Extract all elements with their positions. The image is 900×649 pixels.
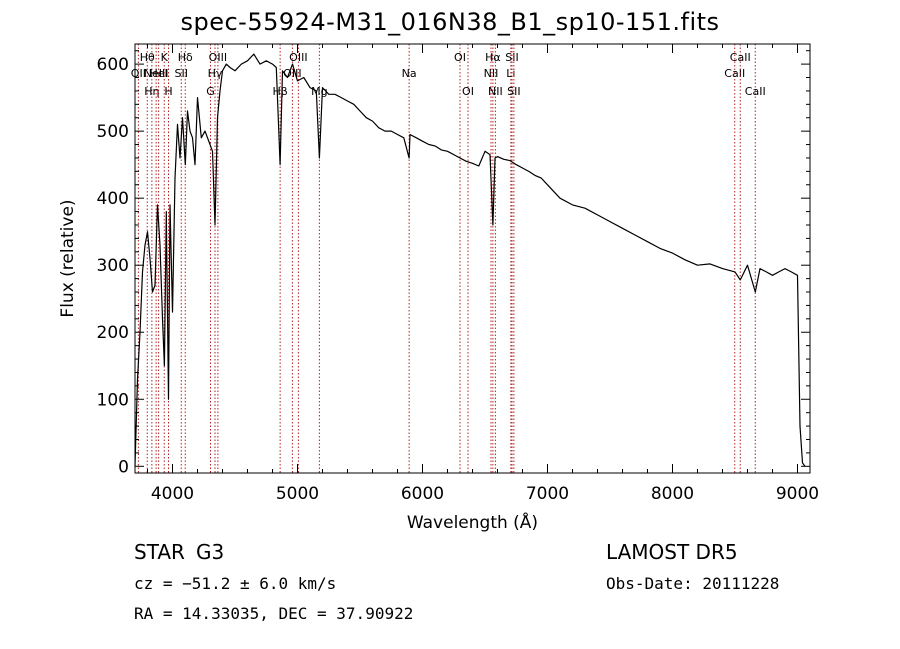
line-marker-label: SII — [505, 51, 518, 64]
line-marker-label: OIII — [289, 51, 307, 64]
x-axis-label: Wavelength (Å) — [407, 511, 538, 533]
redshift-velocity: cz = −51.2 ± 6.0 km/s — [134, 574, 337, 593]
line-marker-label: Na — [402, 67, 417, 80]
line-marker-label: OI — [454, 51, 466, 64]
line-marker-label: HeI — [149, 67, 167, 80]
y-tick-label: 300 — [97, 256, 129, 276]
y-tick-label: 600 — [97, 55, 129, 75]
line-marker-label: Hδ — [178, 51, 193, 64]
line-marker-label: NII — [484, 67, 499, 80]
object-subclass: G3 — [196, 540, 225, 564]
observation-date: Obs-Date: 20111228 — [606, 574, 780, 593]
line-marker-label: CaII — [730, 51, 751, 64]
spectrum-line — [134, 53, 806, 467]
survey-name: LAMOST DR5 — [606, 540, 738, 564]
y-tick-label: 0 — [118, 457, 129, 477]
line-marker-label: H — [164, 85, 172, 98]
x-tick-label: 7000 — [526, 484, 569, 504]
x-tick-label: 9000 — [776, 484, 819, 504]
y-tick-label: 200 — [97, 323, 129, 343]
x-tick-label: 6000 — [401, 484, 444, 504]
line-marker-label: CaII — [724, 67, 745, 80]
line-marker-label: Hθ — [140, 51, 155, 64]
object-class: STAR — [134, 540, 185, 564]
sky-coordinates: RA = 14.33035, DEC = 37.90922 — [134, 604, 414, 623]
line-marker-label: CaII — [745, 85, 766, 98]
line-marker-label: SII — [507, 85, 520, 98]
line-marker-label: OIII — [209, 51, 227, 64]
line-marker-label: Mg — [311, 85, 327, 98]
line-marker-label: Hη — [144, 85, 159, 98]
line-marker-label: NII — [488, 85, 503, 98]
x-tick-label: 8000 — [651, 484, 694, 504]
y-axis-label: Flux (relative) — [58, 199, 78, 317]
chart-title: spec-55924-M31_016N38_B1_sp10-151.fits — [180, 8, 720, 36]
line-marker-label: Hβ — [272, 85, 287, 98]
line-marker-label: OI — [462, 85, 474, 98]
y-tick-label: 500 — [97, 122, 129, 142]
line-marker-label: Hα — [485, 51, 501, 64]
x-tick-label: 4000 — [151, 484, 194, 504]
line-marker-label: Li — [506, 67, 515, 80]
line-marker-label: K — [161, 51, 169, 64]
x-tick-label: 5000 — [276, 484, 319, 504]
line-marker-label: SII — [175, 67, 188, 80]
y-tick-label: 400 — [97, 189, 129, 209]
line-marker-label: Hγ — [208, 67, 223, 80]
line-marker-label: G — [206, 85, 215, 98]
y-tick-label: 100 — [97, 390, 129, 410]
line-marker-label: NeIII — [144, 67, 169, 80]
plot-frame — [134, 43, 811, 474]
